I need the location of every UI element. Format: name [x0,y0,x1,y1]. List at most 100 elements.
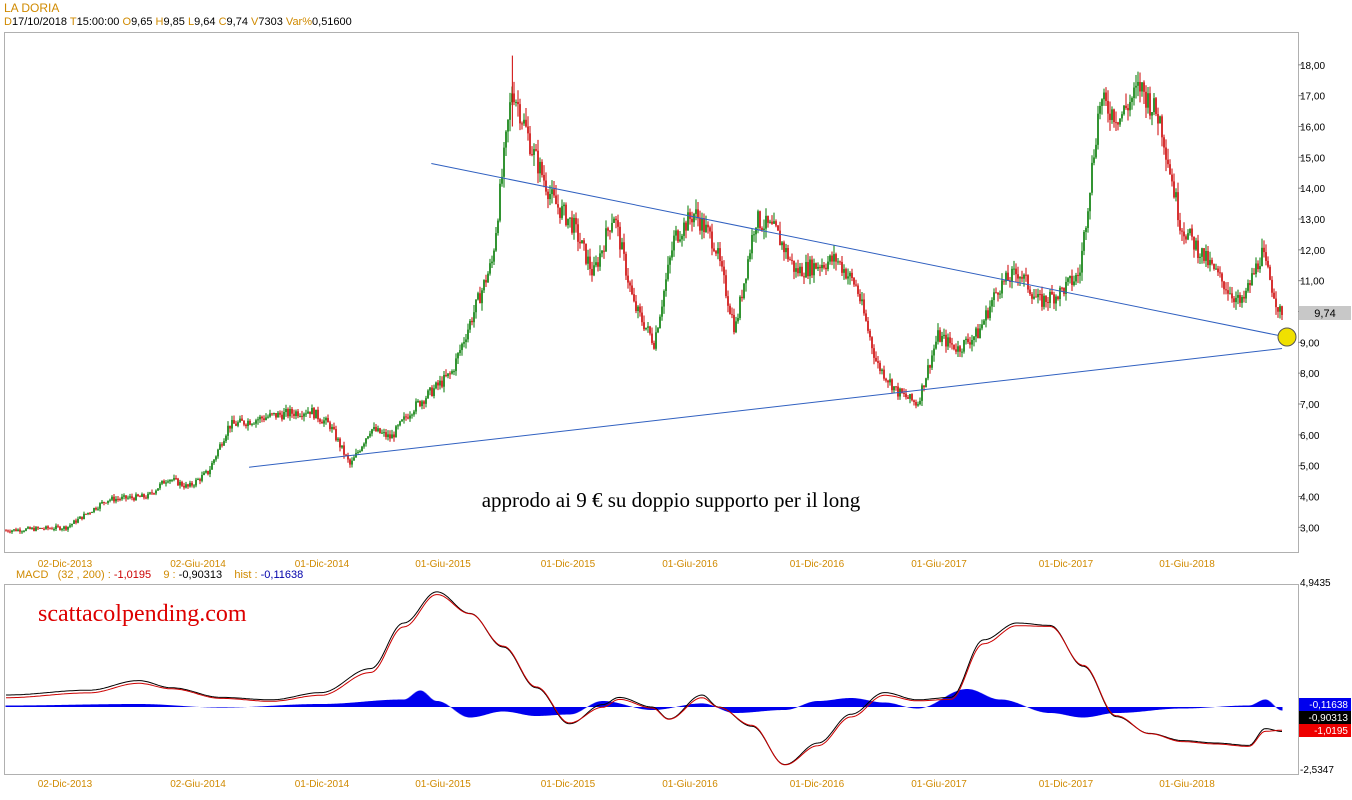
candle-body [309,411,311,415]
candle-body [705,224,707,233]
volume-key: V [251,16,259,28]
candle-body [1067,278,1069,282]
last-price-tag [1299,306,1351,320]
candle-body [155,490,157,494]
candle-body [1247,283,1249,291]
candle-body [1163,137,1165,148]
candle-body [695,209,697,214]
candle-body [517,101,519,105]
candle-body [189,482,191,487]
candle-body [1169,164,1171,175]
candle-body [389,434,391,439]
last-price-label: 9,74 [1314,308,1335,320]
hist-label: hist : [234,569,258,581]
candle-body [193,485,195,487]
candle-body [461,343,463,351]
macd-readout: MACD (32 , 200) : -1,0195 9 : -0,90313 h… [16,569,303,581]
y-tick-label: 18,00 [1300,61,1325,72]
candle-body [159,483,161,489]
candle-body [283,412,285,420]
candle-body [1239,295,1241,303]
candle-body [993,292,995,301]
candle-body [549,194,551,200]
candle-body [169,479,171,482]
candle-body [1043,295,1045,307]
candle-body [65,526,67,530]
candle-body [763,228,765,230]
candle-body [925,378,927,388]
candle-body [771,221,773,224]
candle-body [1093,157,1095,163]
candle-body [223,441,225,446]
candle-body [185,484,187,488]
candle-body [795,268,797,272]
candle-body [631,285,633,295]
candle-body [391,434,393,439]
candle-body [277,412,279,418]
candle-body [93,507,95,513]
candle-body [321,421,323,424]
candle-body [823,264,825,268]
candle-body [781,242,783,246]
candle-body [113,496,115,502]
candle-body [1267,260,1269,267]
candle-body [1005,272,1007,282]
candle-body [659,316,661,329]
candle-body [1259,266,1261,270]
candle-body [379,428,381,434]
candle-body [69,525,71,527]
candle-body [553,189,555,196]
candle-body [311,407,313,415]
candle-body [1077,275,1079,277]
candle-body [519,104,521,124]
candle-body [909,394,911,399]
candle-body [195,479,197,486]
candle-body [931,355,933,368]
candle-body [741,296,743,299]
candle-body [873,348,875,358]
candle-body [877,361,879,363]
candle-body [1177,192,1179,221]
candle-body [977,328,979,339]
candle-body [893,386,895,391]
candle-body [137,494,139,497]
candle-body [371,429,373,434]
candle-body [603,250,605,252]
candle-body [123,495,125,497]
candle-body [451,371,453,374]
candle-body [433,388,435,396]
candle-body [843,269,845,273]
candle-body [369,433,371,437]
x-tick-label: 01-Giu-2018 [1159,559,1215,570]
candle-body [153,493,155,495]
candle-body [1049,291,1051,303]
candle-body [481,290,483,304]
candle-body [1013,268,1015,270]
candle-body [509,102,511,120]
candle-body [577,224,579,242]
candle-body [1123,105,1125,115]
candle-body [359,450,361,452]
candle-body [897,386,899,397]
candle-body [419,400,421,407]
candle-body [1257,263,1259,270]
candle-body [1167,159,1169,165]
candle-body [337,438,339,441]
signal-line [6,594,1282,766]
candle-body [907,397,909,399]
x-tick-label: 01-Giu-2016 [662,559,718,570]
candle-body [1147,93,1149,108]
candle-body [253,423,255,425]
candle-body [259,416,261,420]
candle-body [671,250,673,258]
candle-body [833,254,835,262]
high-value: 9,85 [163,16,185,28]
candle-body [551,189,553,195]
open-key: O [122,16,132,28]
candle-body [349,459,351,465]
candle-body [895,386,897,388]
candle-body [387,434,389,438]
candle-body [1245,290,1247,299]
candle-body [1231,293,1233,299]
candle-body [339,438,341,448]
